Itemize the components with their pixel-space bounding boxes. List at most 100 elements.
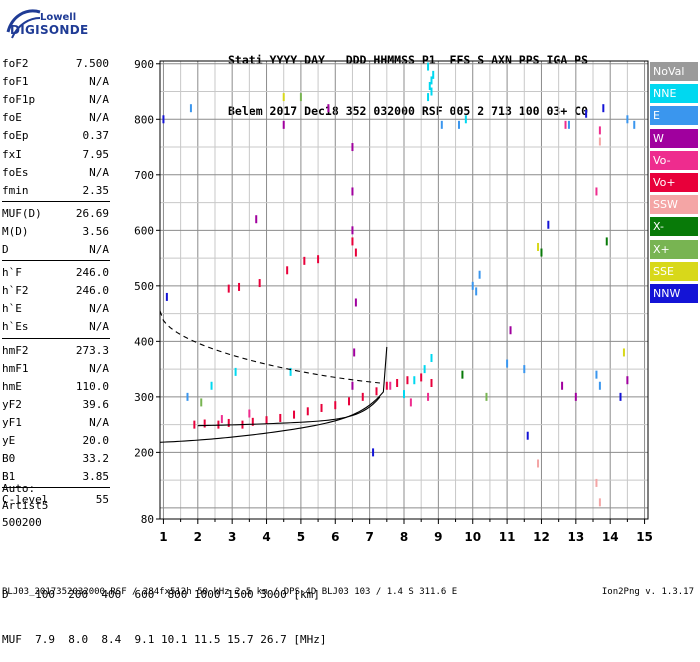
legend-item: X+ [650,239,698,259]
param-value: 246.0 [75,284,109,298]
data-point-vo- [409,398,412,407]
ionogram-traces [162,62,636,507]
y-tick-label: 900 [134,58,154,71]
param-name: h`E [2,302,22,316]
param-value: N/A [89,243,109,256]
auto-label: Auto: [2,482,36,495]
x-tick-label: 12 [533,530,550,544]
param-value: 7.95 [82,147,110,161]
data-point-e [626,115,629,124]
param-row: h`Es N/A [2,318,109,336]
param-separator [2,260,110,262]
chart-tick-labels: 1 2 3 4 5 6 7 8 9 10 11 12 13 14 158020030040050060070… [134,58,653,544]
param-name: B0 [2,452,16,466]
legend-item: NNE [650,84,698,104]
data-point-e [598,381,601,390]
y-tick-label: 700 [134,169,154,182]
data-point-vo- [286,266,289,275]
x-tick-label: 13 [567,530,584,544]
data-point-nne [432,70,435,79]
x-tick-label: 3 [228,530,236,544]
y-tick-label: 800 [134,113,154,126]
legend-item: E [650,106,698,126]
data-point-nne [289,367,292,376]
data-point-nnw [372,448,375,457]
param-name: foF1p [2,93,36,107]
param-row: foF1 N/A [2,73,109,91]
data-point-vo- [351,237,354,246]
data-point-vo- [348,397,351,406]
data-point-vo- [334,401,337,410]
data-point-vo- [193,420,196,429]
data-point-ssw [598,137,601,146]
data-point-e [506,359,509,368]
data-point-nne [423,365,426,374]
data-point-nnw [585,109,588,118]
data-point-nne [234,367,237,376]
d-muf-table: D 100 200 400 600 800 1000 1500 3000 [km… [2,557,327,662]
data-point-e [457,120,460,129]
data-point-x- [461,370,464,379]
data-point-vo- [430,378,433,387]
data-point-w [351,143,354,152]
logo-swoosh [6,9,41,39]
data-point-w [327,104,330,113]
footer-file-info: BLJ03_2017352032000.RSF / 284fx512h 50 k… [2,587,458,597]
x-tick-label: 2 [194,530,202,544]
d-row: D 100 200 400 600 800 1000 1500 3000 [km… [2,588,320,601]
data-point-w [351,381,354,390]
param-row: foE N/A [2,109,109,127]
param-value: N/A [89,165,109,179]
param-value: 0.37 [82,129,110,143]
legend-item: Vo+ [650,173,698,192]
x-tick-label: 8 [400,530,408,544]
data-point-e [440,120,443,129]
data-point-nne [430,76,433,85]
param-value: 33.2 [82,452,110,466]
param-separator [2,487,110,489]
data-point-ssw [537,459,540,468]
param-separator [2,337,110,339]
data-point-e [595,370,598,379]
x-tick-label: 6 [331,530,339,544]
data-point-w [354,298,357,307]
data-point-e [186,392,189,401]
x-tick-label: 11 [499,530,516,544]
param-row: yF1 N/A [2,414,109,432]
data-point-e [633,120,636,129]
param-value: N/A [89,302,109,316]
y-tick-label: 300 [134,391,154,404]
data-point-vo- [251,417,254,426]
param-row: foEp 0.37 [2,127,109,145]
data-point-vo- [220,415,223,424]
param-name: foF2 [2,57,29,70]
data-point-vo- [354,248,357,257]
chart-axes [156,60,649,524]
data-point-vo- [238,282,241,291]
auto-section: Auto: Artist5 500200 [2,480,48,531]
param-name: D [2,243,9,256]
data-point-vo- [293,410,296,419]
x-tick-label: 5 [297,530,305,544]
param-value: N/A [89,415,109,429]
x-tick-label: 1 [159,530,167,544]
param-value: 3.56 [82,224,110,238]
data-point-ssw [598,498,601,507]
param-name: hmF1 [2,361,29,375]
legend-item: Vo- [650,150,698,170]
param-value: 39.6 [82,397,110,411]
param-value: N/A [89,320,109,334]
y-tick-label: 600 [134,224,154,237]
data-point-vo- [227,418,230,427]
legend-item: NoVal [650,62,698,81]
param-name: foE [2,111,22,125]
param-row: hmF2 273.3 [2,342,109,360]
version-label: Ion2Png v. 1.3.17 [601,587,694,597]
data-point-vo- [203,419,206,428]
data-point-vo- [279,413,282,422]
data-point-sse [282,93,285,102]
data-point-e [523,365,526,374]
data-point-w [574,392,577,401]
x-tick-label: 10 [464,530,481,544]
auto-artist: Artist5 [2,499,49,512]
